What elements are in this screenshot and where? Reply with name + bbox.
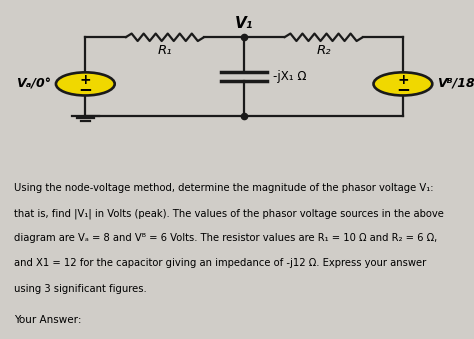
Text: +: + [80,73,91,87]
Text: and X1 = 12 for the capacitor giving an impedance of -j12 Ω. Express your answer: and X1 = 12 for the capacitor giving an … [14,258,427,268]
Text: -jX₁ Ω: -jX₁ Ω [273,70,307,83]
Text: that is, find |V₁| in Volts (peak). The values of the phasor voltage sources in : that is, find |V₁| in Volts (peak). The … [14,208,444,219]
Text: R₂: R₂ [316,44,331,57]
Text: Your Answer:: Your Answer: [14,315,82,325]
Text: diagram are Vₐ = 8 and Vᴮ = 6 Volts. The resistor values are R₁ = 10 Ω and R₂ = : diagram are Vₐ = 8 and Vᴮ = 6 Volts. The… [14,233,438,243]
Text: Vᴮ/180°: Vᴮ/180° [437,77,474,91]
Text: Vₐ/0°: Vₐ/0° [16,77,51,91]
Text: using 3 significant figures.: using 3 significant figures. [14,284,147,294]
Text: +: + [397,73,409,87]
Text: Using the node-voltage method, determine the magnitude of the phasor voltage V₁:: Using the node-voltage method, determine… [14,183,434,193]
Text: R₁: R₁ [157,44,172,57]
Circle shape [374,72,432,96]
Text: V₁: V₁ [235,16,253,31]
Text: −: − [78,80,92,98]
Circle shape [56,72,115,96]
Text: −: − [396,80,410,98]
